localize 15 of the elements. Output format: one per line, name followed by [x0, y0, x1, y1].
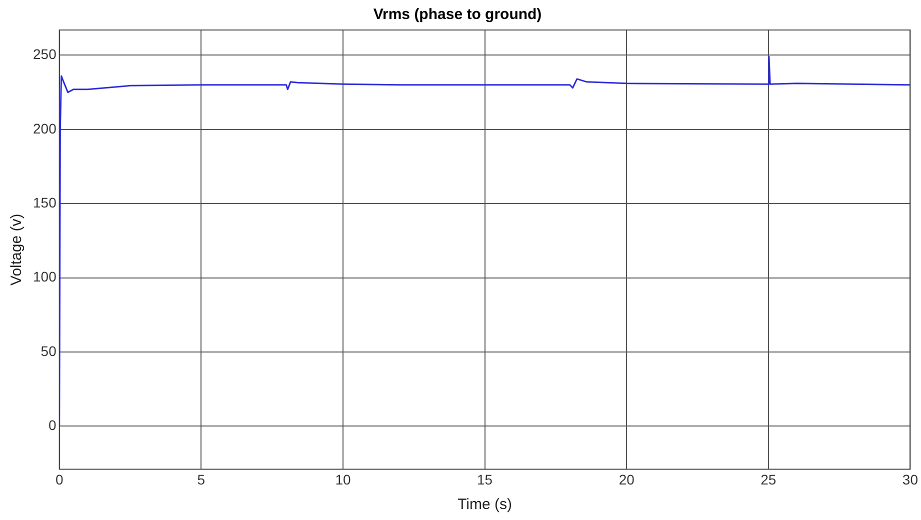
x-axis-title: Time (s) — [458, 496, 512, 514]
x-tick-label: 5 — [197, 471, 206, 488]
y-tick-label: 150 — [33, 194, 57, 210]
y-tick-label: 250 — [33, 46, 57, 62]
y-axis-title: Voltage (v) — [8, 214, 26, 286]
y-tick-label: 0 — [48, 417, 57, 434]
y-tick-label: 50 — [40, 342, 57, 359]
x-tick-label: 30 — [902, 471, 918, 488]
x-tick-label: 25 — [760, 471, 776, 488]
x-tick-label: 15 — [476, 471, 493, 488]
x-tick-label: 10 — [335, 471, 351, 488]
y-tick-label: 200 — [33, 120, 57, 136]
chart-title: Vrms (phase to ground) — [373, 6, 542, 24]
x-tick-label: 20 — [618, 471, 635, 488]
y-tick-label: 100 — [33, 268, 57, 285]
